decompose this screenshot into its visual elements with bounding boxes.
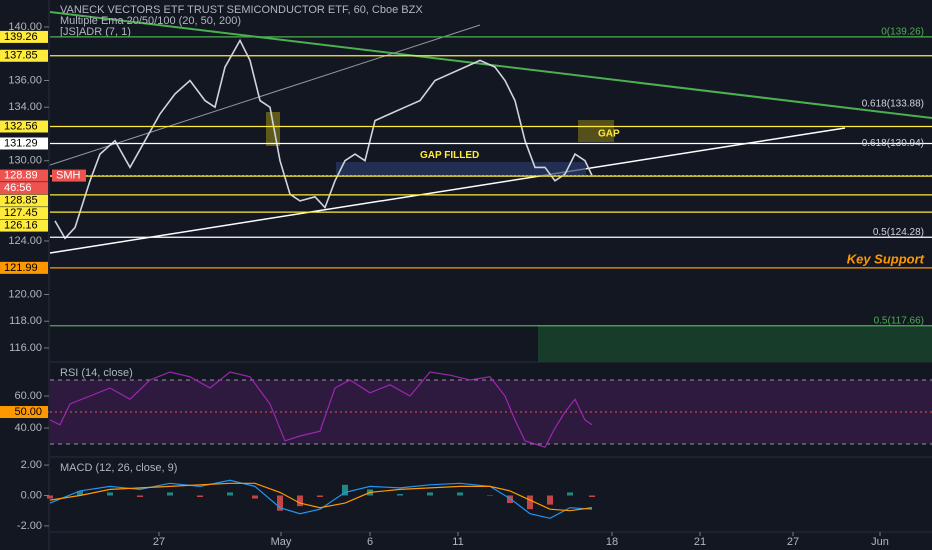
y-tick-label: 136.00 [8,74,42,86]
histogram-bar [227,492,233,496]
histogram-bar [567,492,573,496]
level-tag-label: 128.85 [4,194,38,206]
y-tick-label: 0.00 [21,489,42,501]
y-tick-label: 60.00 [14,390,42,402]
countdown: 46:56 [4,182,32,194]
y-tick-label: 130.00 [8,155,42,167]
series-line [49,371,593,448]
level-note: 0.618(130.94) [862,138,924,149]
y-tick-label: 40.00 [14,422,42,434]
countdown-tag [0,182,48,195]
y-tick-label: 134.00 [8,101,42,113]
histogram-bar [507,495,513,504]
level-note: 0.5(117.66) [874,315,924,326]
channel-line [49,24,481,166]
histogram-bar [342,484,348,496]
level-tag-label: 126.16 [4,219,38,231]
histogram-bar [487,495,493,496]
level-tag [0,137,48,150]
target-zone [538,325,932,362]
annotation: GAP FILLED [420,150,479,161]
y-tick-label: 2.00 [21,459,42,471]
level-tag [0,194,48,207]
price-tag [0,169,48,182]
histogram-bar [137,495,143,498]
histogram-bar [457,492,463,496]
y-tick-label: 118.00 [9,315,42,327]
x-tick-label: 6 [367,536,373,548]
y-tick-label: 116.00 [9,342,42,354]
gap-filled-box [336,162,586,176]
x-tick-label: May [271,536,292,548]
level-tag-label: 139.26 [4,31,38,43]
indicator-title: [JS]ADR (7, 1) [60,26,131,38]
histogram-bar [197,495,203,498]
histogram-bar [427,492,433,496]
annotation: GAP [598,129,620,140]
x-tick-label: 18 [606,536,618,548]
histogram-bar [77,490,83,496]
y-tick-label: 140.00 [8,21,42,33]
y-tick-label: 124.00 [8,235,42,247]
histogram-bar [167,492,173,496]
gap-box [266,112,280,146]
level-tag-label: 121.99 [4,262,38,274]
x-tick-label: 27 [153,536,165,548]
level-tag [0,219,48,232]
y-tick-label: 50.00 [14,406,42,418]
series-line [54,38,593,240]
series-name: SMH [56,169,81,181]
histogram-bar [397,493,403,496]
level-tag-label: 137.85 [4,50,38,62]
histogram-bar [589,495,595,498]
series-line [49,482,593,512]
level-tag-label: 131.29 [4,137,38,149]
x-tick-label: 11 [452,536,463,548]
histogram-bar [547,495,553,505]
histogram-bar [527,495,533,510]
x-tick-label: 21 [694,536,706,548]
chart-title: VANECK VECTORS ETF TRUST SEMICONDUCTOR E… [60,4,423,16]
chart-subtitle: Multiple Ema 20/50/100 (20, 50, 200) [60,15,241,27]
level-tag [0,261,48,274]
histogram-bar [47,495,53,499]
level-tag-label: 127.45 [4,207,38,219]
macd-title: MACD (12, 26, close, 9) [60,462,177,474]
y-tick-label: -2.00 [17,520,42,532]
level-tag [0,120,48,133]
series-tag [52,169,86,182]
level-tag [0,30,48,43]
tick-highlight [0,406,48,419]
level-note: 0(139.26) [881,27,924,38]
level-tag [0,49,48,62]
x-tick-label: Jun [871,536,889,548]
histogram-bar [252,495,258,499]
histogram-bar [277,495,283,511]
level-tag-label: 132.56 [4,120,38,132]
gap-box [578,120,614,142]
histogram-bar [297,495,303,507]
series-line [49,479,593,519]
y-tick-label: 120.00 [8,288,42,300]
histogram-bar [107,492,113,496]
histogram-bar [317,495,323,498]
level-note: 0.5(124.28) [873,227,924,238]
rsi-title: RSI (14, close) [60,367,133,379]
level-note: 0.618(133.88) [862,98,924,109]
up-trendline [49,127,846,254]
level-tag [0,207,48,220]
level-note: Key Support [847,251,925,266]
x-tick-label: 27 [787,536,799,548]
price-tag-label: 128.89 [4,169,38,181]
